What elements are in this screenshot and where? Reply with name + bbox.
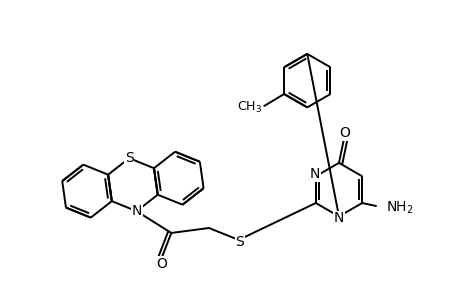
Text: N: N	[131, 204, 141, 218]
Text: S: S	[235, 235, 244, 249]
Text: N: N	[309, 167, 319, 181]
Text: NH$_2$: NH$_2$	[385, 200, 413, 216]
Text: S: S	[124, 151, 133, 165]
Text: O: O	[156, 257, 167, 271]
Text: N: N	[333, 212, 343, 225]
Text: CH$_3$: CH$_3$	[237, 100, 262, 116]
Text: O: O	[339, 126, 350, 140]
